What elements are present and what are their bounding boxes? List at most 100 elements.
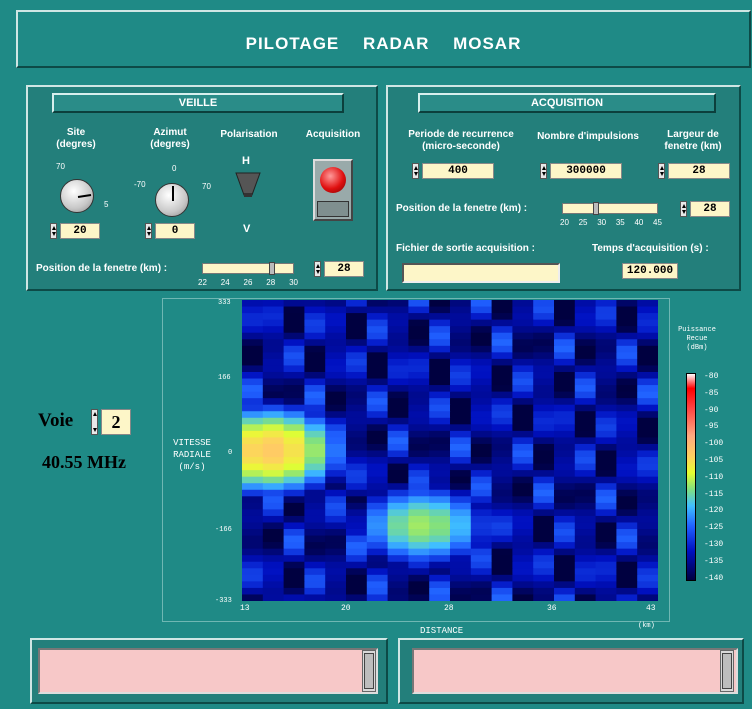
heatmap-cell — [554, 300, 576, 308]
acq-position-thumb[interactable] — [593, 202, 599, 215]
tick-label: 30 — [289, 278, 298, 287]
heatmap-cell — [429, 404, 451, 412]
heatmap-cell — [429, 345, 451, 353]
heatmap-cell — [262, 483, 285, 491]
heatmap-cell — [512, 326, 534, 334]
heatmap-cell — [429, 306, 451, 314]
colorbar-tick-label: -135 — [704, 556, 724, 566]
status-scrollbar-left[interactable] — [362, 650, 376, 692]
veille-position-thumb[interactable] — [269, 262, 275, 275]
periode-field[interactable]: 400 — [422, 163, 494, 179]
heatmap-cell — [574, 568, 597, 576]
heatmap-cell — [346, 443, 368, 451]
nombre-field[interactable]: 300000 — [550, 163, 622, 179]
heatmap-cell — [366, 581, 389, 589]
fichier-input[interactable] — [402, 263, 560, 283]
heatmap-cell — [616, 378, 638, 386]
colorbar-tick-label: -120 — [704, 506, 724, 516]
acq-position-field[interactable]: 28 — [690, 201, 730, 217]
heatmap-cell — [470, 568, 493, 576]
heatmap-cell — [450, 300, 472, 308]
heatmap-cell — [387, 443, 409, 451]
heatmap-cell — [512, 358, 534, 366]
heatmap-cell — [554, 450, 576, 458]
heatmap-cell — [595, 358, 617, 366]
heatmap-cell — [637, 470, 658, 478]
heatmap-cell — [512, 378, 534, 386]
heatmap-cell — [512, 437, 534, 445]
scroll-thumb[interactable] — [722, 653, 732, 689]
veille-position-slider[interactable] — [202, 262, 294, 275]
heatmap-cell — [512, 502, 534, 510]
heatmap-cell — [450, 319, 472, 327]
acq-position-spinner[interactable] — [680, 201, 687, 217]
heatmap-cell — [595, 326, 617, 334]
site-spinner[interactable] — [50, 223, 57, 239]
site-value-field[interactable]: 20 — [60, 223, 100, 239]
heatmap-cell — [533, 443, 555, 451]
acquisition-button[interactable] — [313, 159, 353, 221]
scroll-thumb[interactable] — [364, 653, 374, 689]
heatmap-cell — [325, 581, 347, 589]
largeur-field[interactable]: 28 — [668, 163, 730, 179]
status-text-left — [38, 648, 378, 694]
heatmap-cell — [470, 515, 493, 523]
heatmap-cell — [637, 522, 658, 530]
heatmap-cell — [616, 332, 638, 340]
heatmap-cell — [366, 365, 389, 373]
heatmap-cell — [262, 502, 285, 510]
nombre-spinner[interactable] — [540, 163, 547, 179]
heatmap-cell — [366, 450, 389, 458]
heatmap-cell — [491, 417, 513, 425]
azimut-spinner[interactable] — [145, 223, 152, 239]
colorbar-title: Puissance Recue (dBm) — [678, 326, 716, 352]
heatmap-cell — [242, 345, 264, 353]
heatmap-cell — [554, 542, 576, 550]
heatmap-cell — [491, 430, 513, 438]
heatmap-cell — [574, 345, 597, 353]
tick-label: 26 — [243, 278, 253, 287]
heatmap-cell — [346, 404, 368, 412]
heatmap-cell — [491, 496, 513, 504]
heatmap-cell — [283, 437, 305, 445]
azimut-knob[interactable] — [155, 183, 189, 217]
heatmap-cell — [637, 391, 658, 399]
status-scrollbar-right[interactable] — [720, 650, 734, 692]
y-tick-label: 333 — [218, 299, 231, 307]
heatmap-cell — [512, 548, 534, 556]
tick-label: 20 — [560, 218, 569, 227]
voie-field[interactable]: 2 — [101, 409, 131, 435]
periode-spinner[interactable] — [412, 163, 419, 179]
veille-position-field[interactable]: 28 — [324, 261, 364, 277]
heatmap-cell — [574, 300, 597, 308]
heatmap-cell — [595, 489, 617, 497]
heatmap-cell — [262, 371, 285, 380]
y-tick-label: 0 — [228, 449, 233, 457]
polarisation-switch-icon[interactable] — [233, 171, 263, 199]
largeur-spinner[interactable] — [658, 163, 665, 179]
heatmap-cell — [595, 417, 617, 425]
heatmap-cell — [408, 326, 430, 334]
heatmap-cell — [450, 463, 472, 471]
heatmap-cell — [470, 535, 493, 543]
heatmap-cell — [346, 391, 368, 399]
heatmap-cell — [366, 437, 389, 445]
site-knob[interactable] — [60, 179, 94, 213]
heatmap-cell — [533, 430, 555, 438]
heatmap-cell — [637, 496, 658, 504]
heatmap-cell — [242, 457, 264, 465]
heatmap-cell — [533, 365, 555, 373]
azimut-value-field[interactable]: 0 — [155, 223, 195, 239]
heatmap-cell — [346, 515, 368, 523]
heatmap-cell — [346, 542, 368, 550]
heatmap-cell — [616, 502, 638, 510]
heatmap-cell — [242, 332, 264, 340]
heatmap-cell — [346, 378, 368, 386]
acq-position-slider[interactable] — [562, 202, 658, 215]
heatmap-cell — [554, 411, 576, 419]
heatmap-cell — [408, 417, 430, 425]
heatmap-cell — [450, 430, 472, 438]
heatmap-cell — [429, 476, 451, 484]
voie-spinner[interactable] — [91, 409, 98, 435]
veille-position-spinner[interactable] — [314, 261, 321, 277]
